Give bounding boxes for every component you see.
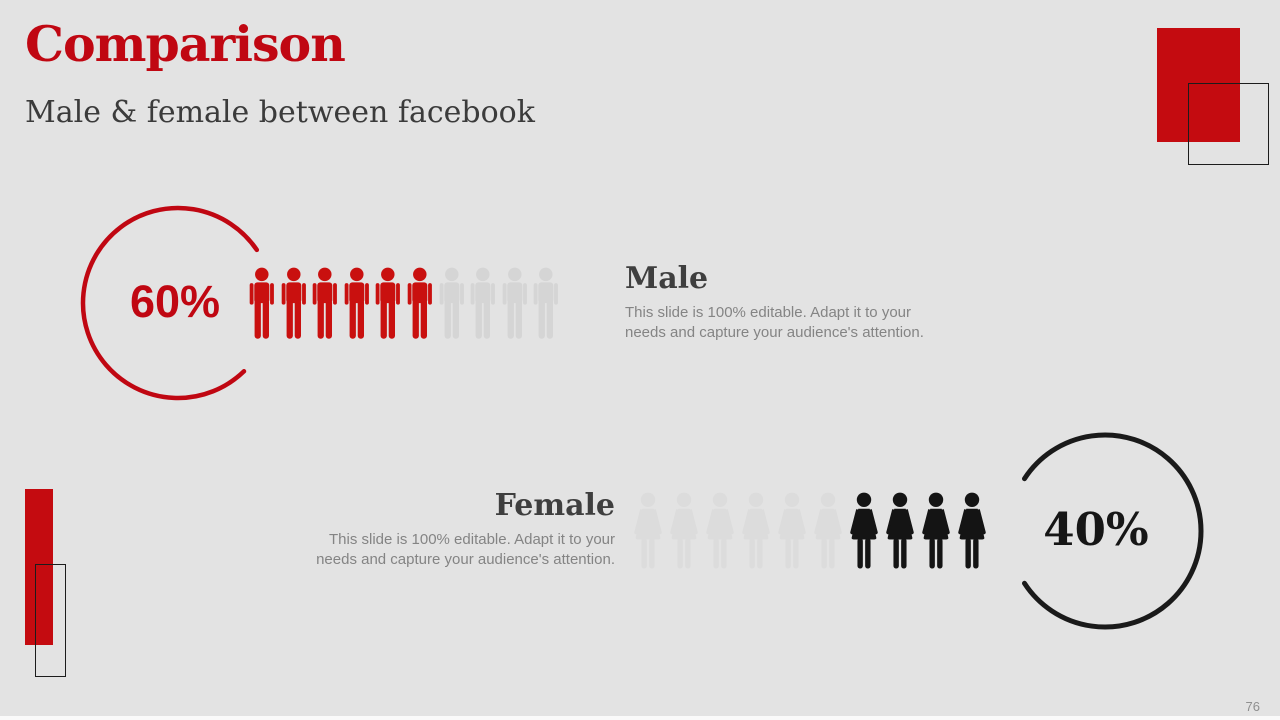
- male-description: This slide is 100% editable. Adapt it to…: [625, 303, 975, 343]
- decor-red-rectangle-bottom-left: [25, 489, 53, 645]
- male-person-icon: [281, 267, 306, 339]
- bottom-edge-strip: [0, 716, 1280, 720]
- male-person-icon: [534, 267, 559, 339]
- female-person-icon: [742, 492, 770, 569]
- female-icon-row: [630, 487, 990, 578]
- female-person-icon: [634, 492, 662, 569]
- decor-outline-square-top-right: [1188, 83, 1269, 165]
- male-heading: Male: [625, 261, 709, 296]
- female-ring-arc: [1022, 432, 1204, 630]
- male-person-icon: [439, 267, 464, 339]
- male-person-icon: [407, 267, 432, 339]
- male-person-icon: [376, 267, 401, 339]
- male-person-icon: [344, 267, 369, 339]
- decor-red-rectangle-top-right: [1157, 28, 1240, 142]
- male-description-line1: This slide is 100% editable. Adapt it to…: [625, 304, 911, 321]
- male-percent-value: 60%: [129, 276, 221, 327]
- female-person-icon: [814, 492, 842, 569]
- female-heading: Female: [494, 488, 615, 523]
- female-person-icon: [706, 492, 734, 569]
- female-percent-value: 40%: [1043, 503, 1149, 556]
- female-person-icon: [886, 492, 914, 569]
- slide-title: Comparison: [25, 15, 346, 73]
- female-percent-ring: [1022, 432, 1204, 630]
- male-icon-row: [248, 265, 560, 345]
- female-person-icon: [778, 492, 806, 569]
- female-person-icon: [670, 492, 698, 569]
- male-person-icon: [470, 267, 496, 339]
- male-person-icon: [502, 267, 527, 339]
- female-person-icon: [922, 492, 950, 569]
- male-ring-arc: [80, 205, 260, 401]
- page-number: 76: [1245, 699, 1260, 714]
- female-description: This slide is 100% editable. Adapt it to…: [283, 530, 615, 570]
- male-percent-ring: [80, 205, 260, 401]
- female-person-icon: [850, 492, 878, 569]
- female-description-line1: This slide is 100% editable. Adapt it to…: [329, 531, 615, 548]
- male-person-icon: [312, 267, 338, 339]
- male-person-icon: [249, 267, 274, 339]
- male-description-line2: needs and capture your audience's attent…: [625, 324, 924, 341]
- female-person-icon: [958, 492, 986, 569]
- decor-outline-rectangle-bottom-left: [35, 564, 66, 677]
- slide-subtitle: Male & female between facebook: [25, 95, 535, 130]
- female-description-line2: needs and capture your audience's attent…: [316, 551, 615, 568]
